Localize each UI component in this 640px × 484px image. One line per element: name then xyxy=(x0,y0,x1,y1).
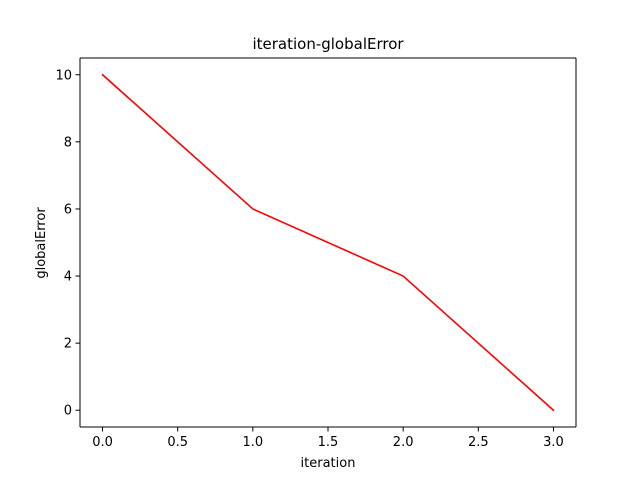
y-axis-label: globalError xyxy=(34,207,49,279)
y-tick-label: 6 xyxy=(64,202,72,217)
x-tick-label: 2.0 xyxy=(393,435,414,450)
y-tick-label: 2 xyxy=(64,337,72,352)
chart-title: iteration-globalError xyxy=(252,35,404,53)
x-tick-label: 1.5 xyxy=(318,435,339,450)
x-axis-label: iteration xyxy=(301,456,356,471)
series-line-0 xyxy=(101,73,555,412)
y-tick-label: 8 xyxy=(64,135,72,150)
x-tick-label: 3.0 xyxy=(543,435,564,450)
x-tick-label: 0.0 xyxy=(92,435,113,450)
x-tick-label: 2.5 xyxy=(468,435,489,450)
y-tick-label: 0 xyxy=(64,404,72,419)
x-tick-label: 1.0 xyxy=(243,435,264,450)
x-tick-label: 0.5 xyxy=(167,435,188,450)
plot-area: 0.0 0.5 1.0 1.5 2.0 2.5 3.0 0 2 4 6 8 10 xyxy=(55,57,577,450)
y-tick-label: 4 xyxy=(64,270,72,285)
y-tick-label: 10 xyxy=(55,68,72,83)
